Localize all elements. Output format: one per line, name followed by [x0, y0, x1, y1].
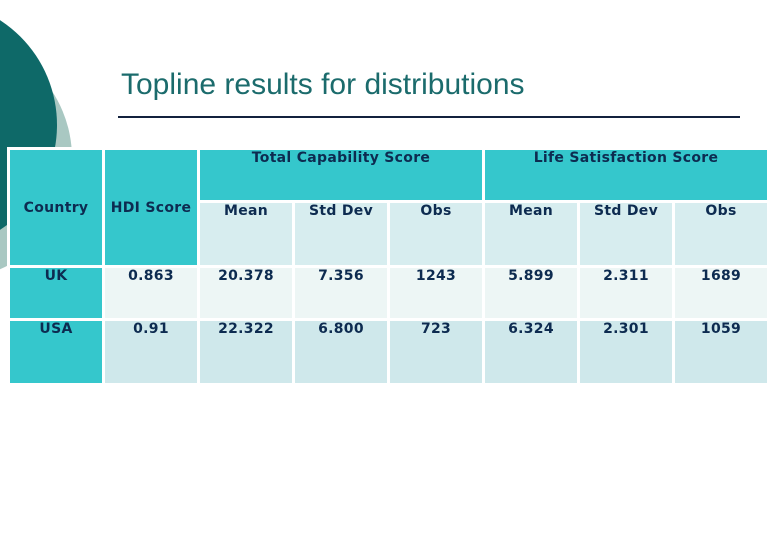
table-cell: 22.322: [200, 321, 292, 383]
table-row-usa: USA 0.91 22.322 6.800 723 6.324 2.301 10…: [10, 321, 767, 383]
title-underline: [118, 116, 740, 118]
table-row-uk: UK 0.863 20.378 7.356 1243 5.899 2.311 1…: [10, 268, 767, 318]
table-cell: 20.378: [200, 268, 292, 318]
subheader-tcs-stddev: Std Dev: [295, 203, 387, 265]
table-cell: 6.324: [485, 321, 577, 383]
table-cell: 5.899: [485, 268, 577, 318]
cell-country-uk: UK: [10, 268, 102, 318]
table-cell: 1689: [675, 268, 767, 318]
table-cell: 1059: [675, 321, 767, 383]
page-title: Topline results for distributions: [121, 68, 525, 101]
table-cell: 7.356: [295, 268, 387, 318]
table-cell: 2.311: [580, 268, 672, 318]
sub-header-row: Mean Std Dev Obs Mean Std Dev Obs: [10, 203, 767, 265]
header-country: Country: [10, 150, 102, 265]
subheader-tcs-mean: Mean: [200, 203, 292, 265]
header-hdi-score: HDI Score: [105, 150, 197, 265]
subheader-lss-mean: Mean: [485, 203, 577, 265]
table-cell: 723: [390, 321, 482, 383]
group-header-row: Country HDI Score Total Capability Score…: [10, 150, 767, 265]
cell-country-usa: USA: [10, 321, 102, 383]
table-cell: 2.301: [580, 321, 672, 383]
subheader-lss-stddev: Std Dev: [580, 203, 672, 265]
table-cell: 1243: [390, 268, 482, 318]
subheader-lss-obs: Obs: [675, 203, 767, 265]
header-total-capability-score: Total Capability Score: [200, 150, 482, 200]
table-cell: 6.800: [295, 321, 387, 383]
table-cell: 0.863: [105, 268, 197, 318]
subheader-tcs-obs: Obs: [390, 203, 482, 265]
table-cell: 0.91: [105, 321, 197, 383]
header-life-satisfaction-score: Life Satisfaction Score: [485, 150, 767, 200]
results-table: Country HDI Score Total Capability Score…: [7, 147, 770, 386]
